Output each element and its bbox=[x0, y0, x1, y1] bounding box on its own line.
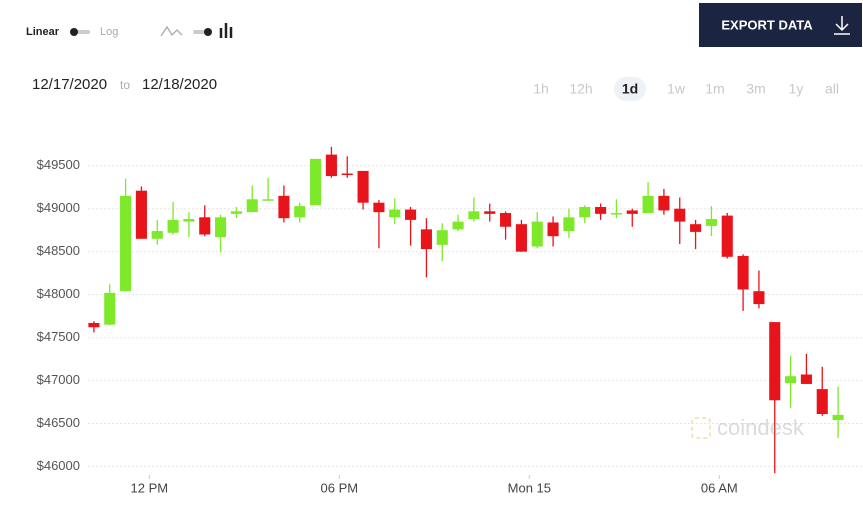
range-button[interactable]: 1y bbox=[789, 81, 804, 97]
scale-toggle-knob bbox=[70, 28, 78, 36]
y-tick-label: $48500 bbox=[37, 243, 80, 258]
export-button[interactable] bbox=[699, 3, 862, 47]
candle-chart-icon[interactable] bbox=[219, 23, 233, 38]
x-tick-label: 06 PM bbox=[321, 480, 359, 495]
candle-body bbox=[167, 219, 179, 233]
range-button[interactable]: 1h bbox=[533, 81, 549, 97]
candle-body bbox=[357, 170, 369, 203]
candle-body bbox=[104, 292, 116, 325]
line-chart-icon[interactable] bbox=[160, 25, 183, 37]
y-tick-label: $46500 bbox=[37, 415, 80, 430]
candle-body bbox=[88, 322, 100, 328]
candle-body bbox=[484, 211, 496, 214]
log-option[interactable]: Log bbox=[100, 26, 118, 38]
candle-body bbox=[468, 211, 480, 220]
date-from[interactable]: 12/17/2020 bbox=[32, 76, 107, 93]
candle-body bbox=[816, 389, 828, 415]
y-tick-label: $47500 bbox=[37, 329, 80, 344]
linear-option[interactable]: Linear bbox=[26, 26, 60, 38]
range-button[interactable]: all bbox=[825, 81, 839, 97]
candle-body bbox=[120, 195, 132, 292]
candle-body bbox=[420, 229, 432, 250]
candle-body bbox=[705, 219, 717, 226]
candle-body bbox=[500, 213, 512, 227]
candle-body bbox=[436, 230, 448, 245]
candle-body bbox=[642, 195, 654, 214]
x-tick-label: Mon 15 bbox=[508, 480, 551, 495]
export-label: EXPORT DATA bbox=[721, 17, 813, 32]
candle-body bbox=[626, 210, 638, 214]
candle-body bbox=[832, 414, 844, 421]
x-tick-label: 12 PM bbox=[131, 480, 169, 495]
candle-body bbox=[721, 215, 733, 257]
candle-body bbox=[215, 217, 227, 238]
y-tick-label: $46000 bbox=[37, 458, 80, 473]
candle-body bbox=[246, 199, 258, 213]
candle-body bbox=[753, 291, 765, 305]
candle-body bbox=[547, 222, 559, 237]
candle-body bbox=[515, 224, 527, 252]
candle-body bbox=[262, 199, 274, 201]
candle-body bbox=[531, 221, 543, 247]
watermark-text: coindesk bbox=[717, 415, 805, 440]
candle-body bbox=[785, 376, 797, 384]
candle-body bbox=[563, 217, 575, 232]
candle-body bbox=[183, 219, 195, 222]
candle-body bbox=[199, 217, 211, 235]
candle-body bbox=[230, 211, 242, 214]
y-tick-label: $47000 bbox=[37, 372, 80, 387]
candle-body bbox=[595, 207, 607, 214]
candle-body bbox=[278, 195, 290, 219]
date-sep: to bbox=[120, 78, 130, 92]
y-tick-label: $49500 bbox=[37, 157, 80, 172]
candle-body bbox=[135, 190, 147, 239]
candle-body bbox=[325, 154, 337, 177]
y-tick-label: $49000 bbox=[37, 200, 80, 215]
candle-body bbox=[405, 209, 417, 220]
candle-body bbox=[294, 206, 306, 218]
candle-body bbox=[452, 221, 464, 230]
candle-body bbox=[310, 158, 322, 206]
range-button[interactable]: 12h bbox=[569, 81, 592, 97]
watermark: coindesk bbox=[691, 415, 805, 440]
y-tick-label: $48000 bbox=[37, 286, 80, 301]
candle-body bbox=[579, 207, 591, 218]
download-icon bbox=[834, 16, 850, 35]
candle-body bbox=[610, 213, 622, 215]
candle-body bbox=[658, 195, 670, 211]
candle-body bbox=[690, 224, 702, 232]
candle-body bbox=[674, 208, 686, 222]
range-button[interactable]: 1w bbox=[667, 81, 686, 97]
candle-body bbox=[151, 231, 163, 239]
range-button[interactable]: 1d bbox=[622, 81, 638, 97]
candle-body bbox=[389, 209, 401, 218]
candle-body bbox=[737, 255, 749, 290]
candle-body bbox=[800, 374, 812, 384]
candle-body bbox=[341, 173, 353, 175]
range-active-bg bbox=[614, 77, 646, 101]
candle-body bbox=[769, 322, 781, 401]
x-tick-label: 06 AM bbox=[701, 480, 738, 495]
range-button[interactable]: 1m bbox=[705, 81, 724, 97]
candle-body bbox=[373, 202, 385, 213]
range-button[interactable]: 3m bbox=[746, 81, 765, 97]
date-to[interactable]: 12/18/2020 bbox=[142, 76, 217, 93]
chart-toggle-knob bbox=[204, 28, 212, 36]
